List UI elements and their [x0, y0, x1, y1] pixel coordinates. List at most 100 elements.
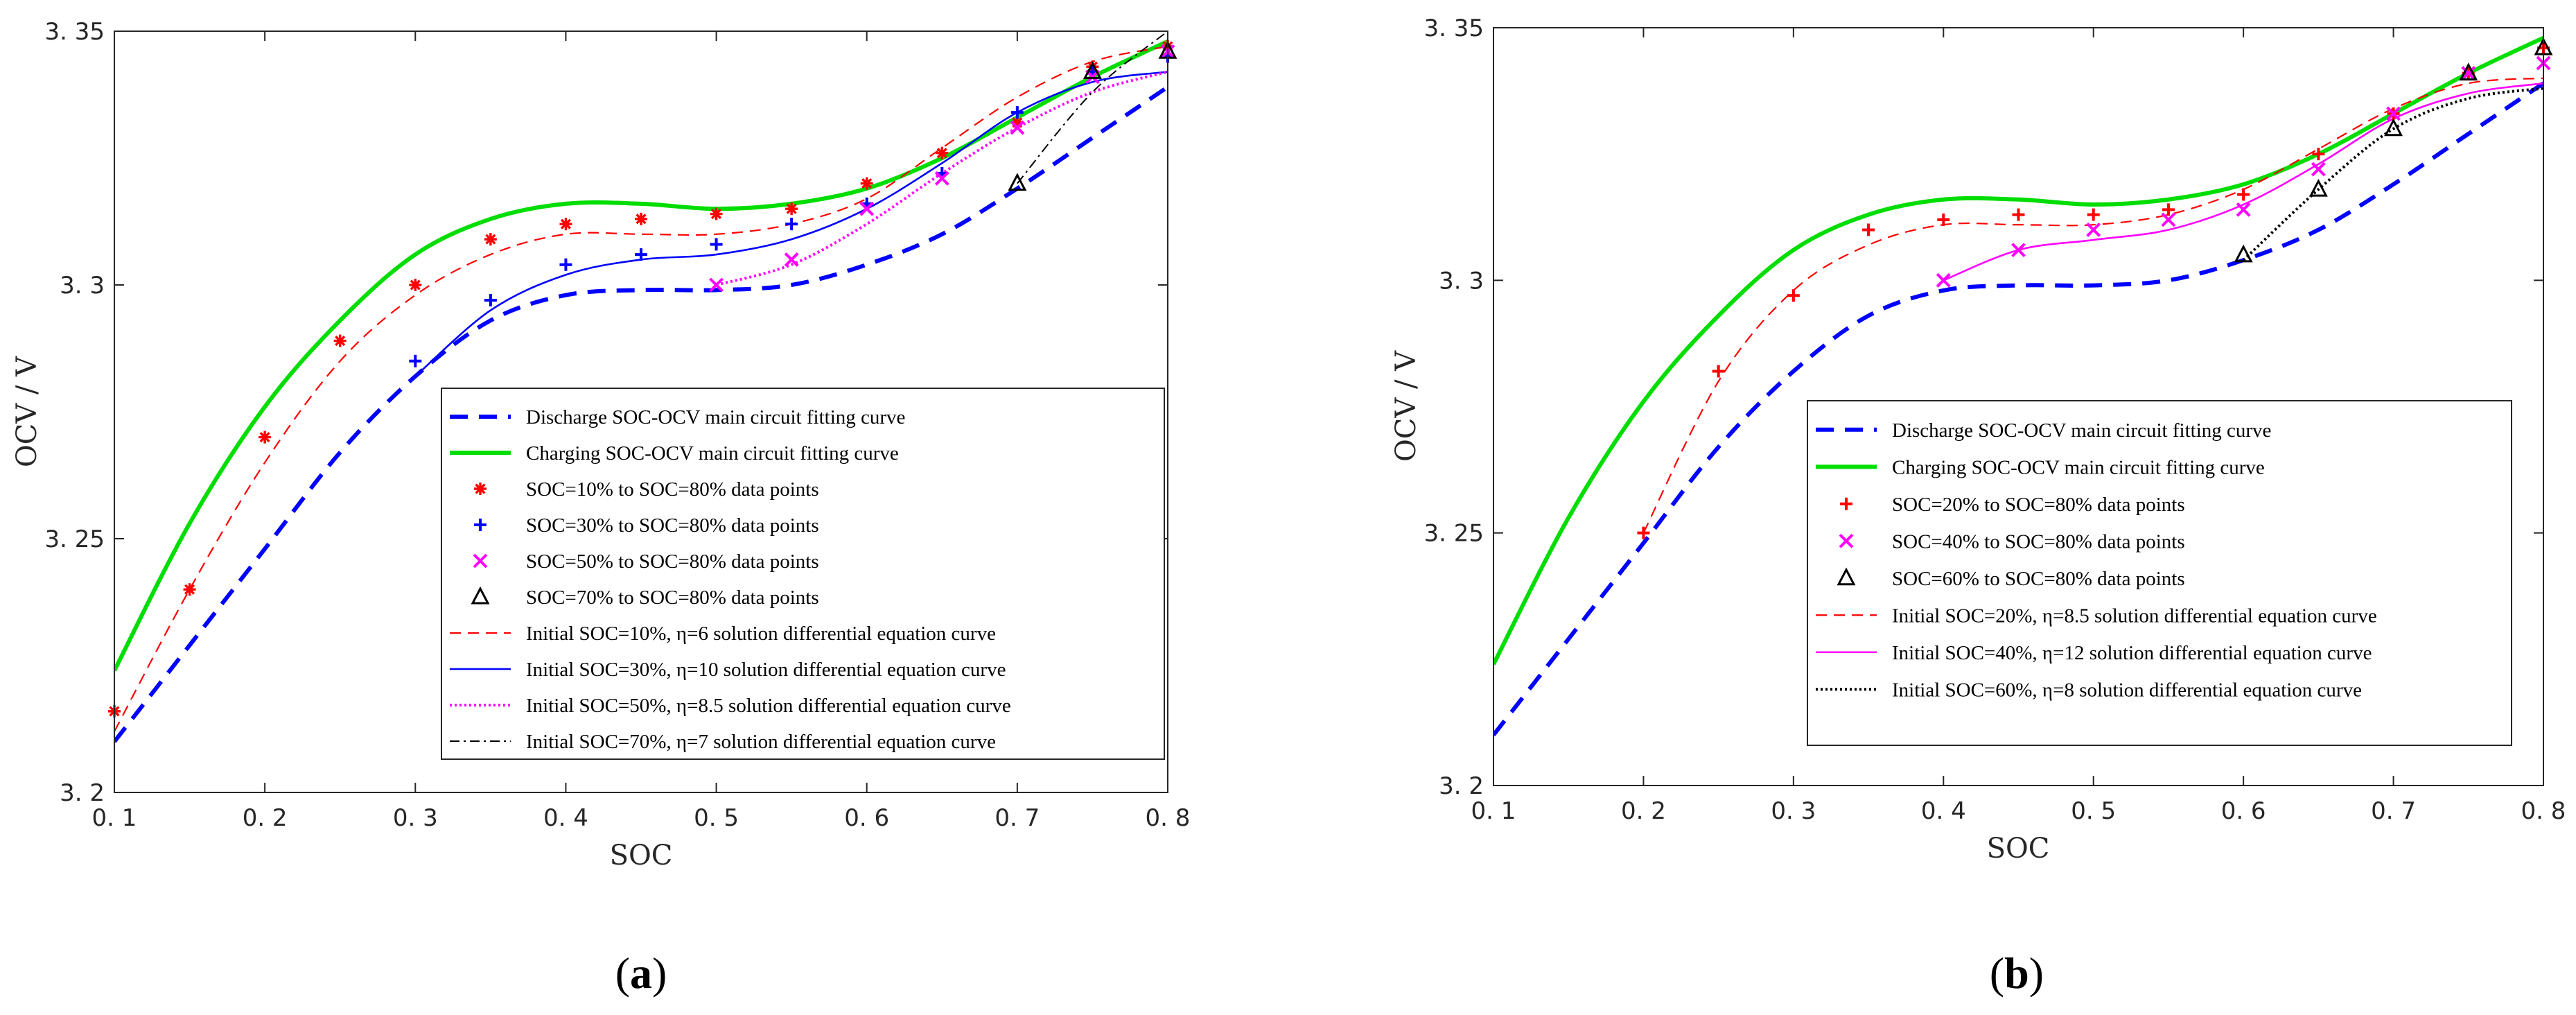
legend-marker: [474, 519, 487, 531]
data-point: [785, 202, 798, 216]
legend-label: Discharge SOC-OCV main circuit fitting c…: [526, 406, 905, 428]
data-point: [635, 248, 647, 261]
x-tick-label: 0. 2: [243, 804, 288, 832]
y-tick-label: 3. 3: [60, 272, 105, 300]
series-line: [1017, 31, 1168, 184]
axes-frame-b: [1493, 27, 2544, 786]
data-point: [2012, 208, 2025, 221]
data-point: [2312, 148, 2325, 161]
data-point: [1787, 289, 1800, 302]
data-point: [484, 293, 497, 306]
data-point: [709, 277, 724, 293]
x-tick-label: 0. 4: [1921, 797, 1966, 825]
data-point: [559, 218, 572, 231]
y-axis-label-b: OCV / V: [1390, 350, 1422, 462]
x-tick-label: 0. 7: [2371, 797, 2416, 825]
series-line: [114, 45, 1168, 732]
legend-label: SOC=60% to SOC=80% data points: [1892, 568, 2185, 590]
data-point: [1937, 213, 1950, 226]
y-tick-label: 3. 2: [60, 779, 105, 807]
data-point: [860, 177, 873, 190]
data-point: [1010, 106, 1024, 119]
x-tick-label: 0. 7: [995, 804, 1040, 832]
y-tick-label: 3. 25: [1423, 520, 1484, 548]
legend-marker: [1840, 497, 1852, 510]
legend-box-b: [1807, 400, 2512, 746]
legend-label: Initial SOC=10%, η=6 solution differenti…: [526, 623, 996, 645]
legend-label: Charging SOC-OCV main circuit fitting cu…: [1892, 456, 2265, 478]
data-point: [936, 146, 949, 159]
legend-label: Initial SOC=20%, η=8.5 solution differen…: [1892, 605, 2377, 627]
data-point: [859, 201, 875, 216]
data-point: [2086, 223, 2101, 237]
series-layer-b: [1493, 35, 2553, 736]
data-point: [2237, 188, 2250, 201]
x-axis-label-b: SOC: [1987, 833, 2050, 865]
y-tick-label: 3. 2: [1439, 772, 1484, 800]
series-line: [1493, 81, 2543, 736]
series-line: [1642, 77, 2543, 534]
data-point: [2011, 243, 2026, 258]
data-point: [2386, 106, 2401, 121]
x-tick-label: 0. 4: [543, 804, 588, 832]
legend-label: SOC=10% to SOC=80% data points: [526, 478, 819, 501]
data-point: [1936, 272, 1951, 288]
data-point: [2087, 208, 2100, 221]
data-point: [2384, 118, 2403, 137]
x-tick-labels-a: 0. 1 0. 2 0. 3 0. 4 0. 5 0. 6 0. 7 0. 8: [92, 804, 1191, 832]
legend-label: SOC=30% to SOC=80% data points: [526, 514, 819, 537]
data-point: [1862, 223, 1875, 236]
data-point: [785, 218, 798, 231]
data-point: [635, 212, 647, 225]
legend-label: SOC=50% to SOC=80% data points: [526, 550, 819, 573]
x-tick-label: 0. 2: [1621, 797, 1666, 825]
x-tick-labels-b: 0. 1 0. 2 0. 3 0. 4 0. 5 0. 6 0. 7 0. 8: [1471, 797, 2566, 825]
series-layer-a: [108, 31, 1177, 743]
x-tick-label: 0. 5: [694, 804, 739, 832]
legend-marker: [1837, 567, 1856, 586]
panel-label-a: (a): [615, 948, 667, 998]
data-point: [710, 238, 723, 251]
data-point: [183, 583, 196, 596]
x-tick-label: 0. 3: [393, 804, 438, 832]
legend-a: Discharge SOC-OCV main circuit fitting c…: [441, 388, 1165, 760]
panel-label-b: (b): [1990, 948, 2044, 998]
y-tick-label: 3. 35: [44, 18, 105, 46]
data-point: [2311, 162, 2326, 177]
legend-label: Initial SOC=70%, η=7 solution differenti…: [526, 731, 996, 753]
legend-label: SOC=20% to SOC=80% data points: [1892, 494, 2185, 516]
legend-b: Discharge SOC-OCV main circuit fitting c…: [1807, 400, 2512, 746]
x-tick-label: 0. 6: [2221, 797, 2266, 825]
data-point: [409, 354, 422, 367]
data-point: [2459, 62, 2478, 81]
x-tick-label: 0. 1: [1471, 797, 1516, 825]
data-point: [484, 233, 497, 246]
series-line: [2242, 87, 2543, 261]
data-point: [710, 207, 723, 220]
y-tick-label: 3. 3: [1439, 267, 1484, 295]
y-tick-labels-b: 3. 2 3. 25 3. 3 3. 35: [1423, 15, 1484, 800]
y-tick-labels-a: 3. 2 3. 25 3. 3 3. 35: [44, 18, 105, 807]
data-point: [934, 171, 949, 186]
data-point: [2234, 244, 2253, 263]
panel-a: 0. 1 0. 2 0. 3 0. 4 0. 5 0. 6 0. 7 0. 8 …: [11, 18, 1190, 998]
legend-label: Initial SOC=30%, η=10 solution different…: [526, 659, 1006, 681]
data-point: [2236, 202, 2251, 217]
data-point: [784, 252, 799, 267]
legend-label: Initial SOC=40%, η=12 solution different…: [1892, 642, 2372, 664]
axes-frame-a: [114, 31, 1168, 793]
data-point: [2161, 212, 2176, 227]
legend-label: SOC=40% to SOC=80% data points: [1892, 530, 2185, 553]
series-line: [414, 71, 1168, 377]
y-tick-label: 3. 25: [44, 526, 105, 553]
data-point: [1010, 120, 1025, 135]
legend-marker: [1839, 533, 1854, 548]
data-point: [1637, 526, 1650, 539]
y-axis-label-a: OCV / V: [11, 356, 43, 467]
data-point: [2308, 178, 2328, 197]
x-axis-label-a: SOC: [610, 840, 673, 871]
x-tick-label: 0. 6: [844, 804, 889, 832]
x-tick-label: 0. 3: [1771, 797, 1816, 825]
y-tick-label: 3. 35: [1423, 15, 1484, 42]
